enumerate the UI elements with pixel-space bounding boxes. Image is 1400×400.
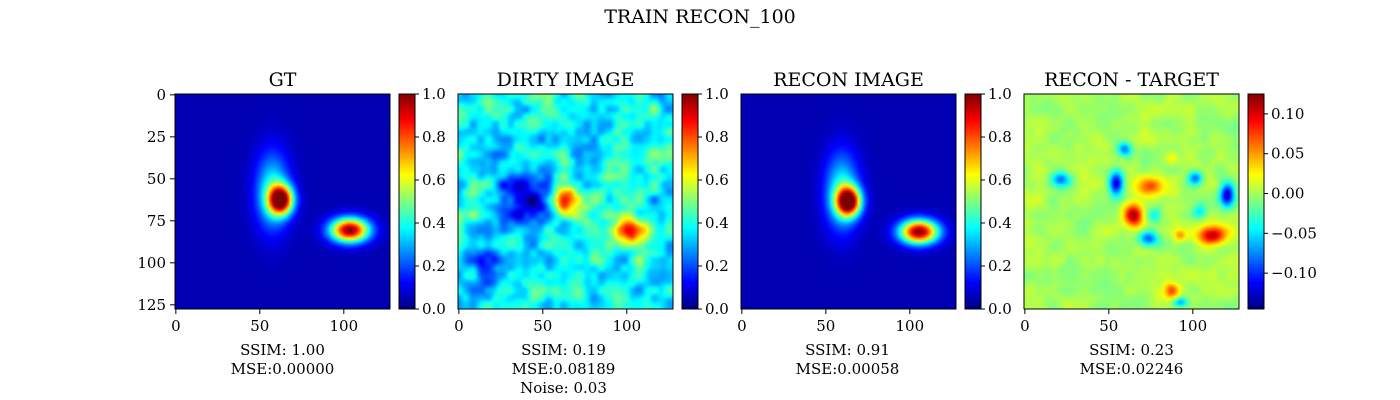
metric-caption: MSE:0.00000 — [231, 360, 335, 378]
colorbar-tick-label: −0.10 — [1271, 264, 1317, 282]
panel-2: DIRTY IMAGE 0 50 100 0.0 0.2 0.4 0.6 0.8 1.0 SSIM:… — [454, 69, 729, 397]
colorbar-tick-label: 0.10 — [1271, 105, 1304, 123]
axes-frame — [457, 93, 674, 310]
axes-frame — [740, 93, 957, 310]
colorbar-tick-label: 1.0 — [705, 85, 729, 103]
heatmap-image — [458, 94, 673, 309]
colorbar — [1247, 93, 1265, 310]
colorbar-tick-label: 0.8 — [422, 128, 446, 146]
panel-3: RECON IMAGE 0 50 100 0.0 0.2 0.4 0.6 0.8 1.0 SSIM:… — [737, 69, 1012, 378]
y-tick-label: 0 — [156, 86, 166, 104]
colorbar-tick-label: 0.4 — [988, 214, 1012, 232]
colorbar-tick-label: 1.0 — [422, 85, 446, 103]
figure-suptitle: TRAIN RECON_100 — [604, 6, 796, 28]
colorbar — [398, 93, 416, 310]
metric-caption: MSE:0.08189 — [512, 360, 616, 378]
x-tick-label: 100 — [612, 317, 641, 335]
x-tick-label: 50 — [1099, 317, 1118, 335]
panel-title: GT — [269, 69, 297, 91]
colorbar-tick-label: 1.0 — [988, 85, 1012, 103]
x-tick-label: 100 — [329, 317, 358, 335]
metric-caption: Noise: 0.03 — [520, 379, 607, 397]
colorbar-tick-label: 0.6 — [988, 171, 1012, 189]
heatmap-image — [741, 94, 956, 309]
colorbar-tick-label: 0.4 — [422, 214, 446, 232]
colorbar-tick-label: 0.0 — [705, 300, 729, 318]
x-tick-label: 100 — [895, 317, 924, 335]
colorbar-tick-label: 0.6 — [422, 171, 446, 189]
x-tick-label: 50 — [250, 317, 269, 335]
colorbar-tick-label: 0.2 — [705, 257, 729, 275]
metric-caption: SSIM: 0.19 — [521, 341, 606, 359]
y-tick-label: 125 — [137, 296, 166, 314]
colorbar-tick-label: 0.2 — [988, 257, 1012, 275]
x-tick-label: 0 — [1020, 317, 1030, 335]
x-tick-label: 0 — [171, 317, 181, 335]
panel-4: RECON - TARGET 0 50 100 0.10 0.05 0.00 −0.05 −0.… — [1020, 69, 1317, 378]
colorbar-tick-label: 0.6 — [705, 171, 729, 189]
colorbar-tick-label: 0.0 — [422, 300, 446, 318]
colorbar-tick-label: 0.05 — [1271, 145, 1304, 163]
metric-caption: SSIM: 1.00 — [240, 341, 325, 359]
colorbar-tick-label: 0.8 — [705, 128, 729, 146]
colorbar-tick-label: 0.0 — [988, 300, 1012, 318]
x-tick-label: 100 — [1178, 317, 1207, 335]
colorbar-tick-label: 0.00 — [1271, 185, 1304, 203]
metric-caption: MSE:0.00058 — [796, 360, 900, 378]
x-tick-label: 50 — [816, 317, 835, 335]
y-tick-label: 50 — [147, 170, 166, 188]
metric-caption: SSIM: 0.91 — [805, 341, 890, 359]
colorbar-tick-label: 0.8 — [988, 128, 1012, 146]
y-tick-label: 75 — [147, 212, 166, 230]
panel-1: GT 0 50 100 0 25 50 75 100 125 0.0 0.2 0.4 0.6 0.8 1.0 S… — [137, 69, 446, 378]
heatmap-image — [175, 94, 390, 309]
colorbar-tick-label: −0.05 — [1271, 224, 1317, 242]
heatmap-image — [1024, 94, 1239, 309]
colorbar-tick-label: 0.4 — [705, 214, 729, 232]
y-tick-label: 25 — [147, 128, 166, 146]
axes-frame — [174, 93, 391, 310]
colorbar — [964, 93, 982, 310]
colorbar-tick-label: 0.2 — [422, 257, 446, 275]
axes-frame — [1023, 93, 1240, 310]
panels: GT 0 50 100 0 25 50 75 100 125 0.0 0.2 0.4 0.6 0.8 1.0 S… — [137, 69, 1317, 397]
metric-caption: MSE:0.02246 — [1080, 360, 1184, 378]
metric-caption: SSIM: 0.23 — [1089, 341, 1174, 359]
panel-title: RECON IMAGE — [773, 69, 924, 91]
x-tick-label: 0 — [737, 317, 747, 335]
y-tick-label: 100 — [137, 254, 166, 272]
x-tick-label: 0 — [454, 317, 464, 335]
x-tick-label: 50 — [533, 317, 552, 335]
panel-title: RECON - TARGET — [1044, 69, 1219, 91]
colorbar — [681, 93, 699, 310]
panel-title: DIRTY IMAGE — [497, 69, 635, 91]
